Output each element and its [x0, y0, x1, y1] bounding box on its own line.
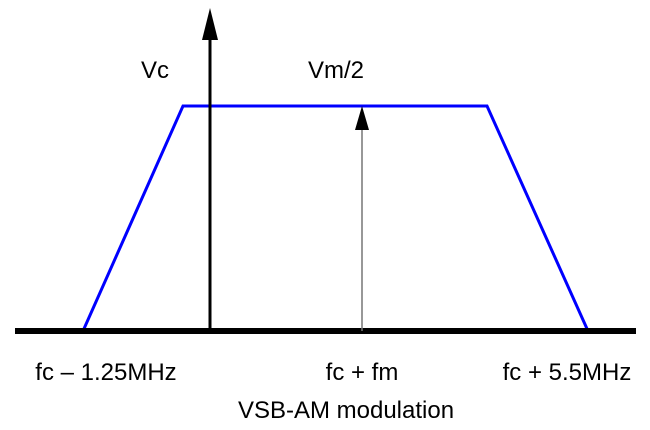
axis-label: fc + fm — [326, 359, 399, 386]
sideband-label: Vm/2 — [308, 57, 364, 84]
axis-label: fc – 1.25MHz — [35, 359, 176, 386]
sideband-arrowhead — [355, 106, 369, 130]
carrier-label: Vc — [141, 57, 169, 84]
axis-label: fc + 5.5MHz — [503, 359, 632, 386]
caption: VSB-AM modulation — [238, 397, 454, 424]
carrier-arrowhead — [202, 8, 218, 40]
vsb-spectrum — [81, 104, 590, 332]
